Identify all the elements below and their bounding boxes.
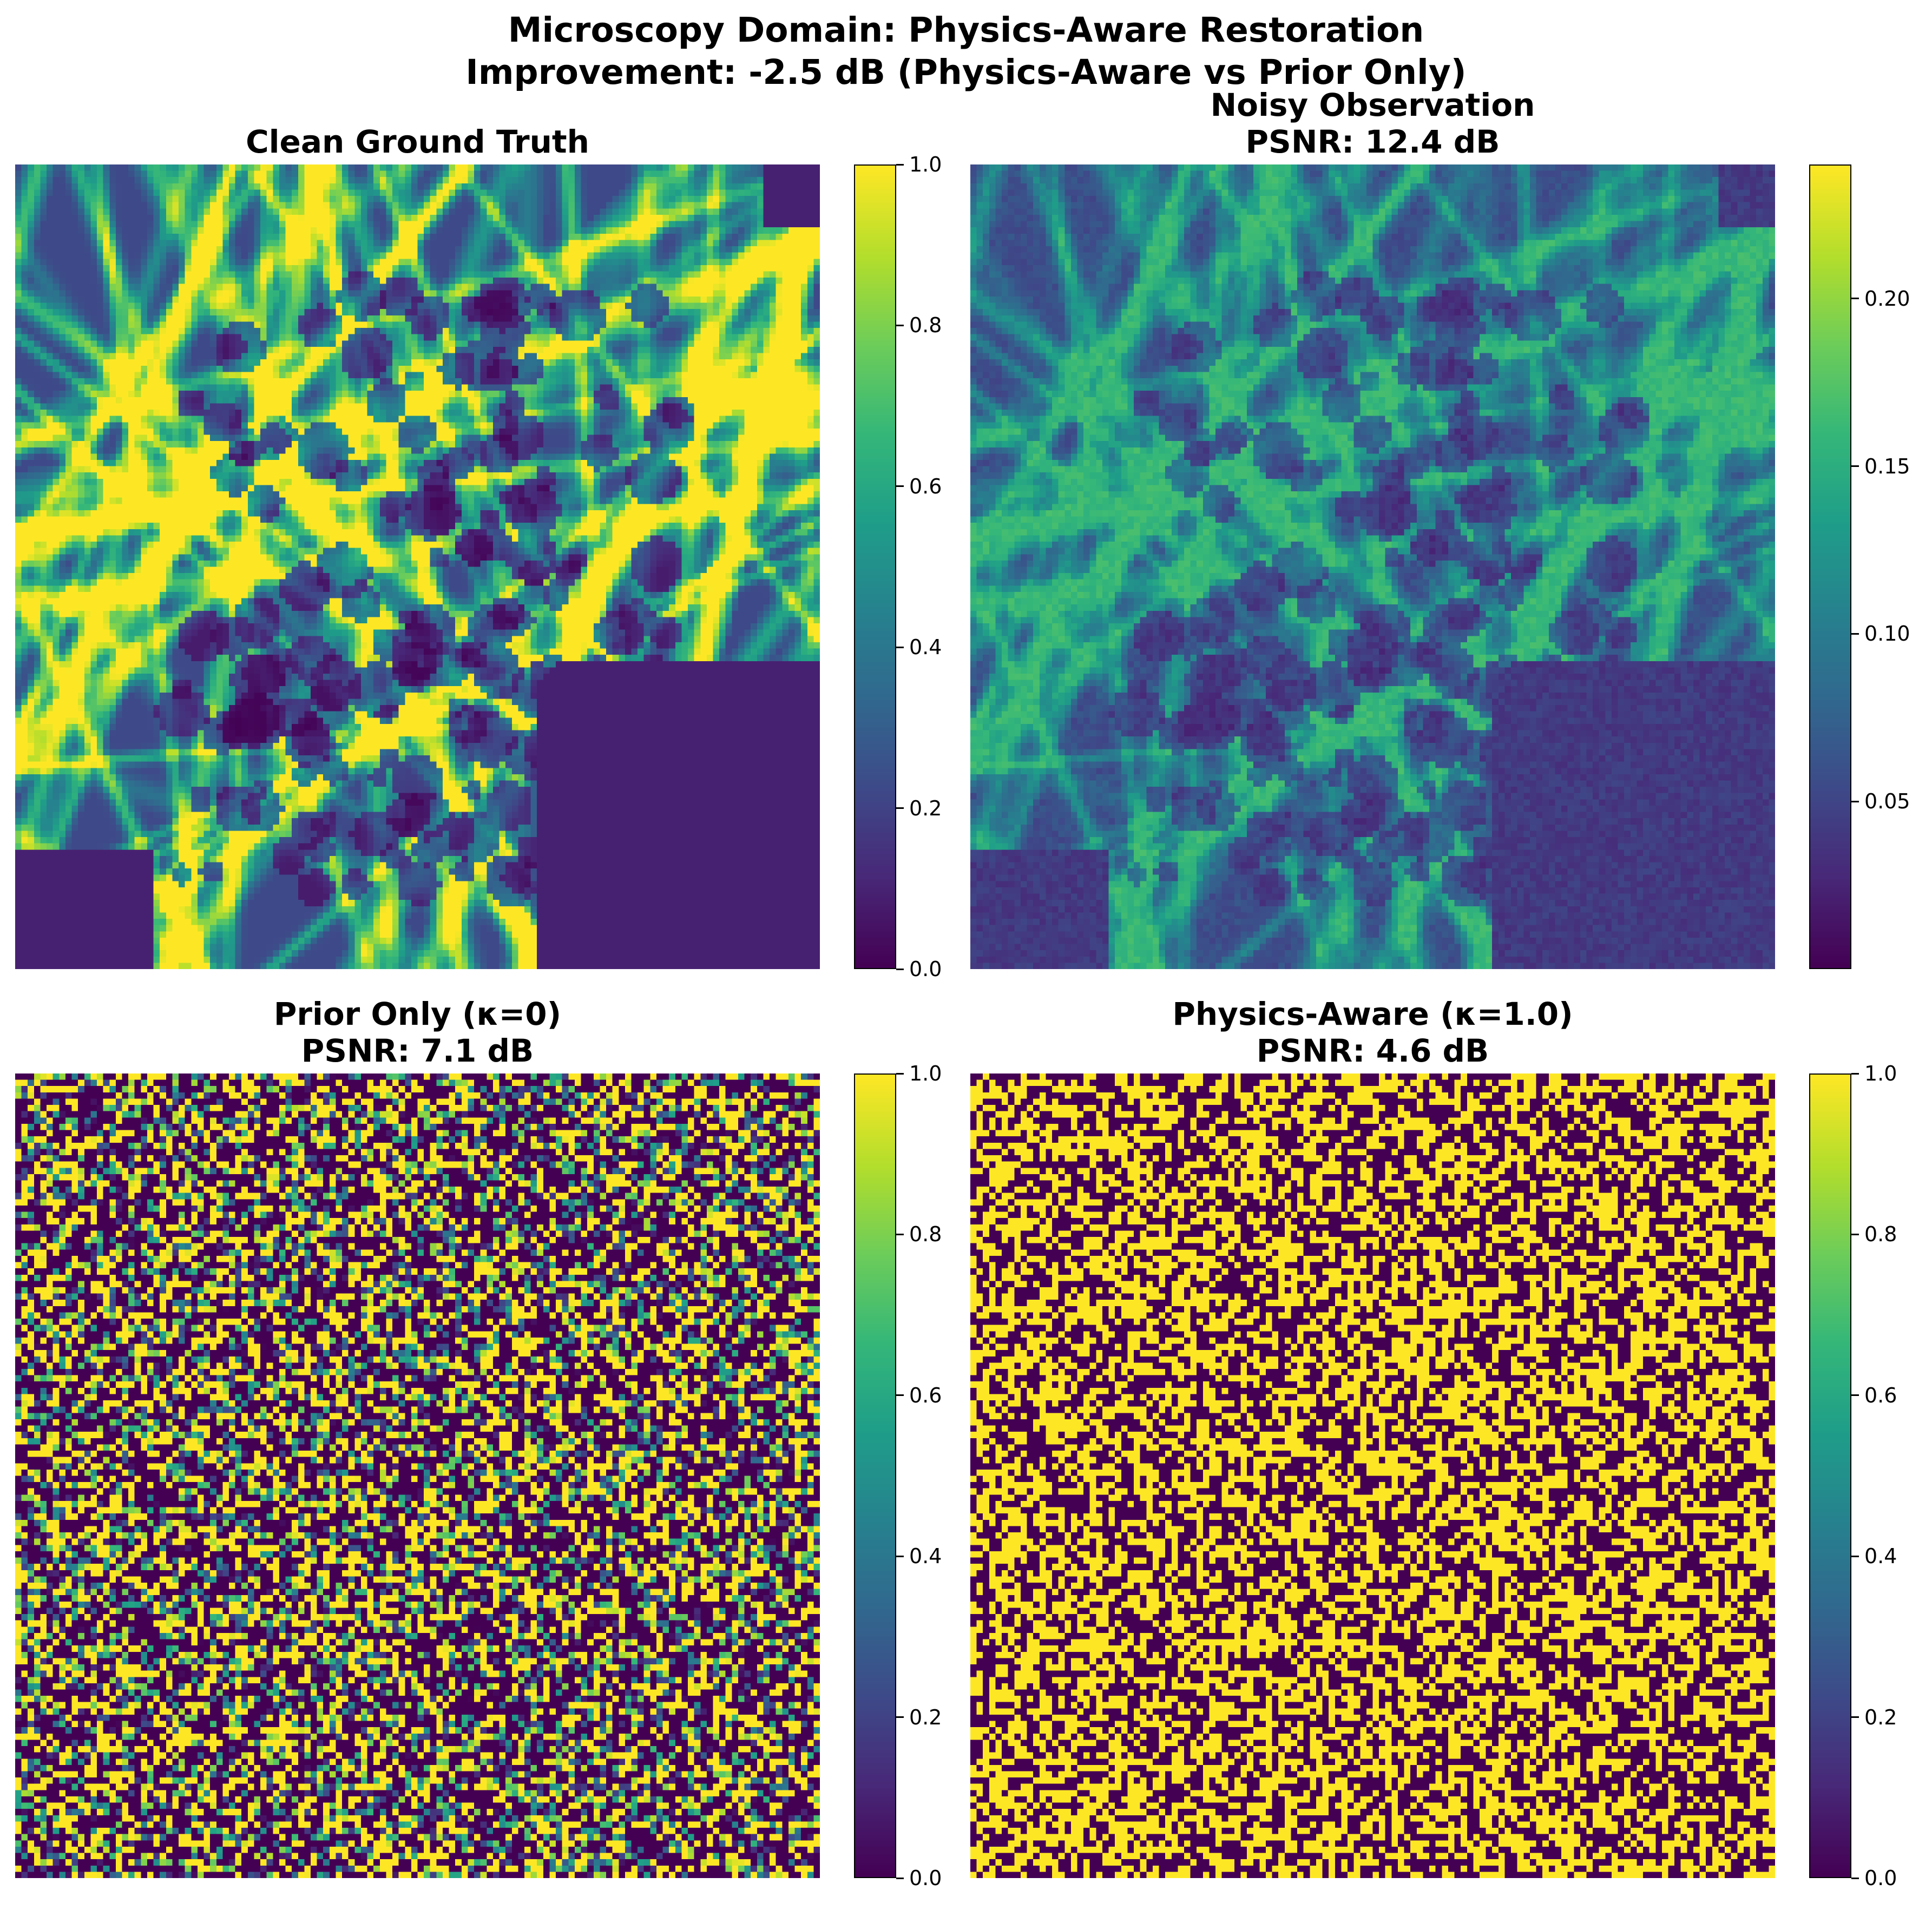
colorbar-tick — [896, 324, 904, 326]
colorbar-tick-label: 0.05 — [1864, 789, 1910, 814]
colorbar-tick-label: 0.4 — [909, 635, 942, 660]
colorbar-tick — [1851, 1716, 1859, 1718]
heatmap-prior-only — [15, 1073, 820, 1878]
colorbar-gradient — [855, 1075, 895, 1877]
colorbar-tick — [896, 1072, 904, 1075]
colorbar-tick-label: 0.8 — [909, 313, 942, 338]
colorbar-tick-label: 0.2 — [1864, 1705, 1897, 1729]
colorbar-tick-label: 0.8 — [1864, 1222, 1897, 1247]
colorbar-tick-label: 0.4 — [909, 1544, 942, 1569]
colorbar-physics-aware — [1809, 1073, 1851, 1878]
colorbar-tick-label: 0.6 — [909, 474, 942, 498]
colorbar-tick-label: 0.10 — [1864, 622, 1910, 646]
panel-title-prior-line-2: PSNR: 7.1 dB — [301, 1032, 534, 1069]
colorbar-tick-label: 0.2 — [909, 796, 942, 820]
colorbar-tick — [896, 1877, 904, 1879]
colorbar-tick-label: 0.2 — [909, 1705, 942, 1729]
panel-title-physics-aware: Physics-Aware (κ=1.0) PSNR: 4.6 dB — [970, 996, 1775, 1069]
colorbar-tick-label: 0.4 — [1864, 1544, 1897, 1569]
colorbar-tick — [1851, 1233, 1859, 1235]
figure-title-line-2: Improvement: -2.5 dB (Physics-Aware vs P… — [465, 52, 1467, 92]
figure-title-line-1: Microscopy Domain: Physics-Aware Restora… — [508, 10, 1424, 50]
panel-title-prior-line-1: Prior Only (κ=0) — [273, 996, 562, 1032]
colorbar-tick-label: 0.6 — [1864, 1383, 1897, 1407]
colorbar-tick-label: 0.15 — [1864, 454, 1910, 478]
colorbar-tick-label: 0.0 — [909, 957, 942, 981]
heatmap-noisy-observation — [970, 164, 1775, 969]
colorbar-gradient — [1810, 1075, 1850, 1877]
colorbar-tick-label: 1.0 — [909, 1062, 942, 1085]
colorbar-tick — [1851, 465, 1859, 467]
colorbar-tick — [896, 968, 904, 970]
colorbar-tick — [1851, 633, 1859, 635]
panel-title-clean: Clean Ground Truth — [15, 123, 820, 160]
colorbar-clean — [854, 164, 896, 969]
panel-title-noisy-line-1: Noisy Observation — [1210, 87, 1535, 123]
panel-title-physics-line-1: Physics-Aware (κ=1.0) — [1172, 996, 1573, 1032]
colorbar-tick — [896, 1555, 904, 1557]
colorbar-tick — [1851, 800, 1859, 802]
heatmap-physics-aware — [970, 1073, 1775, 1878]
colorbar-tick — [896, 485, 904, 488]
colorbar-tick — [1851, 1394, 1859, 1397]
colorbar-noisy — [1809, 164, 1851, 969]
panel-title-noisy: Noisy Observation PSNR: 12.4 dB — [970, 87, 1775, 160]
colorbar-tick — [1851, 1877, 1859, 1879]
colorbar-tick — [896, 807, 904, 809]
colorbar-tick — [1851, 1072, 1859, 1075]
colorbar-gradient — [855, 166, 895, 968]
colorbar-tick — [896, 1233, 904, 1235]
colorbar-tick — [896, 163, 904, 166]
colorbar-tick-label: 0.8 — [909, 1222, 942, 1247]
colorbar-tick — [1851, 1555, 1859, 1557]
colorbar-gradient — [1810, 166, 1850, 968]
colorbar-tick — [896, 646, 904, 648]
panel-title-noisy-line-2: PSNR: 12.4 dB — [1245, 123, 1500, 160]
panel-title-prior-only: Prior Only (κ=0) PSNR: 7.1 dB — [15, 996, 820, 1069]
colorbar-tick — [896, 1394, 904, 1397]
colorbar-tick-label: 0.0 — [1864, 1866, 1897, 1890]
colorbar-tick — [1851, 298, 1859, 300]
colorbar-tick — [896, 1716, 904, 1718]
heatmap-clean-ground-truth — [15, 164, 820, 969]
colorbar-tick-label: 1.0 — [909, 153, 942, 176]
colorbar-tick-label: 0.6 — [909, 1383, 942, 1407]
colorbar-tick-label: 0.0 — [909, 1866, 942, 1890]
colorbar-tick-label: 1.0 — [1864, 1062, 1897, 1085]
colorbar-prior-only — [854, 1073, 896, 1878]
colorbar-tick-label: 0.20 — [1864, 286, 1910, 311]
panel-title-clean-line-1: Clean Ground Truth — [246, 123, 589, 160]
panel-title-physics-line-2: PSNR: 4.6 dB — [1256, 1032, 1489, 1069]
